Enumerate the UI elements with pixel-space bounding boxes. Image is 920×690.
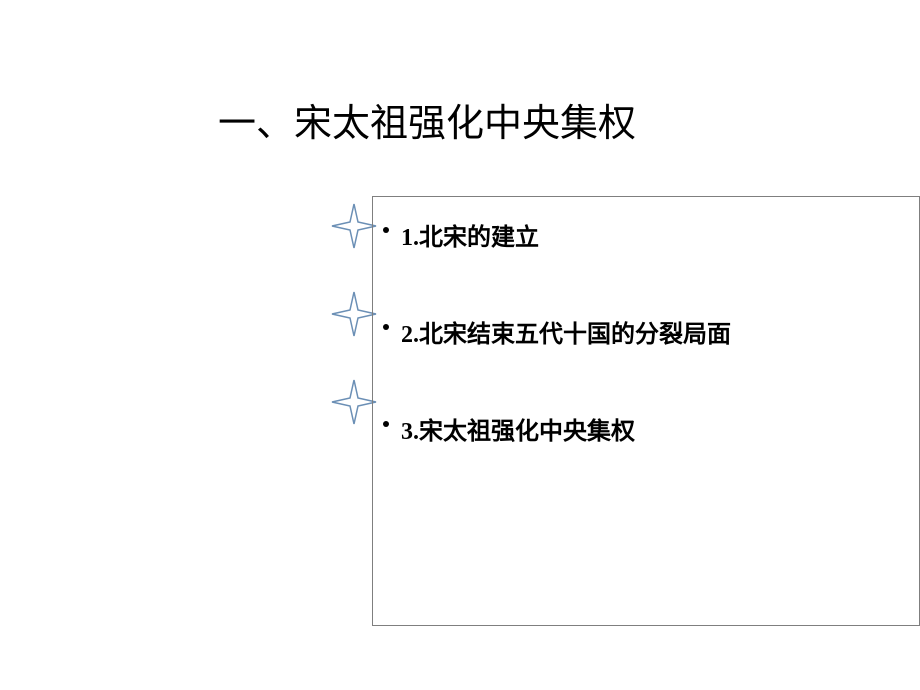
list-item: 3.宋太祖强化中央集权 bbox=[373, 411, 919, 446]
slide-container: 一、宋太祖强化中央集权 1.北宋的建立 2.北宋结束五代十国的分裂局面 bbox=[0, 0, 920, 690]
star-icon bbox=[330, 202, 378, 250]
list-item-label: 3.宋太祖强化中央集权 bbox=[401, 419, 635, 445]
bullet-icon bbox=[383, 324, 389, 330]
star-icon bbox=[330, 378, 378, 426]
bullet-icon bbox=[383, 227, 389, 233]
list-item: 2.北宋结束五代十国的分裂局面 bbox=[373, 314, 919, 349]
outline-list: 1.北宋的建立 2.北宋结束五代十国的分裂局面 3.宋太祖强化中央集权 bbox=[373, 197, 919, 446]
list-item-label: 1.北宋的建立 bbox=[401, 225, 539, 251]
bullet-icon bbox=[383, 421, 389, 427]
list-item: 1.北宋的建立 bbox=[373, 217, 919, 252]
star-icon bbox=[330, 290, 378, 338]
list-item-label: 2.北宋结束五代十国的分裂局面 bbox=[401, 322, 731, 348]
page-title: 一、宋太祖强化中央集权 bbox=[218, 92, 636, 147]
content-box: 1.北宋的建立 2.北宋结束五代十国的分裂局面 3.宋太祖强化中央集权 bbox=[372, 196, 920, 626]
